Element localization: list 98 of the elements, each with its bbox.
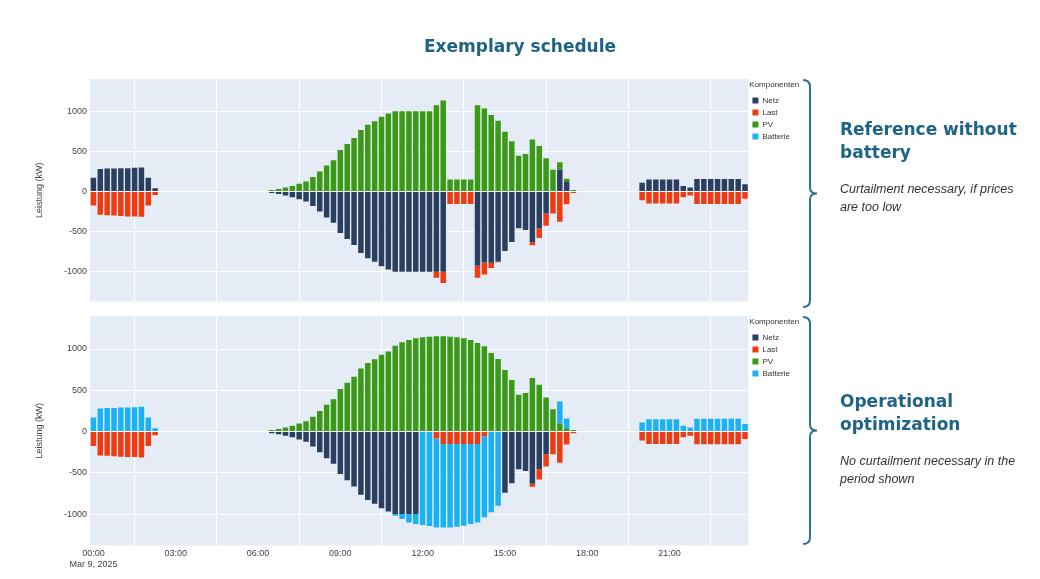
text: Reference without battery xyxy=(840,118,1018,164)
bar xyxy=(474,432,481,444)
bar xyxy=(90,177,97,192)
y-tick-label: 0 xyxy=(81,426,87,437)
bar xyxy=(138,167,145,192)
bar xyxy=(131,407,138,432)
bar xyxy=(378,432,385,509)
bar xyxy=(90,192,97,206)
bar xyxy=(378,116,385,192)
bar xyxy=(673,432,680,444)
bar xyxy=(282,432,289,436)
bar xyxy=(666,432,673,444)
y-tick-label: -1000 xyxy=(63,508,87,519)
x-tick-label: 06:00 xyxy=(246,548,270,559)
bar xyxy=(522,393,529,432)
x-tick-label: 03:00 xyxy=(164,548,187,559)
y-tick-label: 0 xyxy=(81,185,87,196)
bar xyxy=(557,162,563,170)
bar xyxy=(673,179,680,192)
bar xyxy=(474,342,481,432)
legend-label: Batterie xyxy=(762,131,791,141)
y-tick-label: 1000 xyxy=(66,105,87,116)
legend-label: Last xyxy=(762,107,779,117)
bar xyxy=(721,432,728,445)
bar xyxy=(426,192,433,272)
bar xyxy=(330,160,337,192)
text: No curtailment necessary in the period shown xyxy=(840,453,1017,488)
y-axis-title: Leistung (kW) xyxy=(33,402,44,459)
bar xyxy=(666,179,673,192)
bar xyxy=(426,111,433,192)
bar xyxy=(330,432,337,464)
bar xyxy=(522,154,529,192)
bar xyxy=(714,192,721,204)
bar xyxy=(714,418,721,432)
bar xyxy=(131,432,138,458)
bar xyxy=(378,192,385,267)
bar xyxy=(543,454,549,467)
bar xyxy=(522,432,529,471)
legend-label: Batterie xyxy=(762,368,791,378)
bar xyxy=(474,265,481,278)
bar xyxy=(721,192,728,204)
bar xyxy=(330,192,337,223)
text: Operational optimization xyxy=(840,390,962,436)
bar xyxy=(275,192,282,195)
bar xyxy=(131,192,138,217)
x-tick-label: 21:00 xyxy=(658,548,681,559)
bar xyxy=(138,406,145,432)
legend-label: PV xyxy=(762,119,774,129)
bar xyxy=(721,418,728,432)
bar xyxy=(282,427,289,432)
bar xyxy=(138,192,145,217)
y-tick-label: -1000 xyxy=(63,266,87,277)
bar xyxy=(673,419,680,432)
y-tick-label: -500 xyxy=(68,467,87,478)
bar xyxy=(275,188,282,192)
bar xyxy=(536,228,542,239)
bar xyxy=(721,179,728,192)
bar xyxy=(426,336,433,432)
x-tick-label: 18:00 xyxy=(575,548,599,559)
bar xyxy=(378,354,385,432)
bar xyxy=(282,187,289,192)
bar xyxy=(666,419,673,432)
bar xyxy=(714,179,721,192)
x-tick-label: 09:00 xyxy=(329,548,352,559)
legend-label: Last xyxy=(762,344,779,354)
y-tick-label: 500 xyxy=(71,145,87,156)
x-tick-label: 12:00 xyxy=(411,548,434,559)
y-tick-label: -500 xyxy=(68,226,87,237)
bar xyxy=(673,192,680,204)
y-tick-label: 1000 xyxy=(66,343,87,354)
text: Curtailment necessary, if prices are too low xyxy=(840,181,1015,216)
bar xyxy=(138,432,145,458)
y-tick-label: 500 xyxy=(71,384,87,395)
legend-label: PV xyxy=(762,356,774,366)
bar xyxy=(426,432,433,527)
legend-title: Komponenten xyxy=(749,80,800,90)
y-axis-title: Leistung (kW) xyxy=(33,162,44,219)
bar xyxy=(543,213,549,226)
bar xyxy=(522,192,529,230)
bar xyxy=(90,417,97,432)
bar xyxy=(474,443,481,523)
x-tick-label: 00:00 Mar 9, 2025 xyxy=(69,548,118,570)
bar xyxy=(536,469,542,480)
bar xyxy=(529,483,536,487)
bar xyxy=(666,192,673,204)
chart-title: Exemplary schedule xyxy=(422,36,618,56)
bar xyxy=(330,399,337,432)
bar xyxy=(714,432,721,445)
bar xyxy=(282,192,289,196)
bar xyxy=(529,242,536,246)
legend-label: Netz xyxy=(762,95,779,105)
x-tick-label: 15:00 xyxy=(493,548,517,559)
bar xyxy=(474,192,481,266)
legend-label: Netz xyxy=(762,332,779,342)
bar xyxy=(474,105,481,192)
bar xyxy=(90,432,97,446)
legend-title: Komponenten xyxy=(749,317,800,327)
bar xyxy=(131,167,138,192)
